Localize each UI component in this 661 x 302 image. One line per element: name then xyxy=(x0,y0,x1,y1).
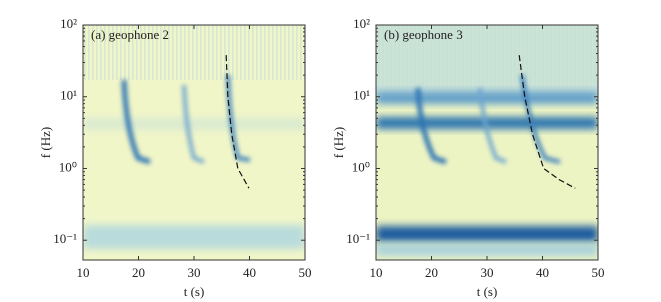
x-axis-label: t (s) xyxy=(477,284,498,299)
x-tick-label: 20 xyxy=(425,265,438,280)
x-axis-label: t (s) xyxy=(184,284,205,299)
x-tick-label: 50 xyxy=(592,265,605,280)
y-axis-label: f (Hz) xyxy=(38,127,53,158)
axes-layer: 10 20 30 40 50 10⁻¹ 10⁰ 10¹ 10² (a) geophone 2 t (… xyxy=(38,16,605,299)
panel-title: (b) geophone 3 xyxy=(384,27,463,42)
dashed-curve xyxy=(225,55,250,189)
dashed-curve xyxy=(518,55,576,189)
x-tick-label: 40 xyxy=(243,265,256,280)
y-tick-label: 10⁰ xyxy=(352,159,370,174)
y-tick-label: 10¹ xyxy=(60,88,77,103)
panel-title: (a) geophone 2 xyxy=(91,27,169,42)
x-tick-label: 10 xyxy=(77,265,90,280)
spectrogram-a xyxy=(83,25,305,260)
x-tick-label: 50 xyxy=(299,265,312,280)
x-tick-label: 30 xyxy=(188,265,201,280)
spectrogram-b xyxy=(376,25,598,260)
y-tick-label: 10² xyxy=(353,16,370,31)
y-tick-label: 10⁻¹ xyxy=(346,231,370,246)
x-tick-label: 10 xyxy=(370,265,383,280)
y-tick-label: 10¹ xyxy=(353,88,370,103)
x-tick-label: 20 xyxy=(132,265,145,280)
x-tick-label: 30 xyxy=(481,265,494,280)
y-tick-label: 10⁻¹ xyxy=(53,231,77,246)
x-tick-label: 40 xyxy=(536,265,549,280)
y-tick-label: 10⁰ xyxy=(59,159,77,174)
y-tick-label: 10² xyxy=(60,16,77,31)
y-axis-label: f (Hz) xyxy=(331,127,346,158)
